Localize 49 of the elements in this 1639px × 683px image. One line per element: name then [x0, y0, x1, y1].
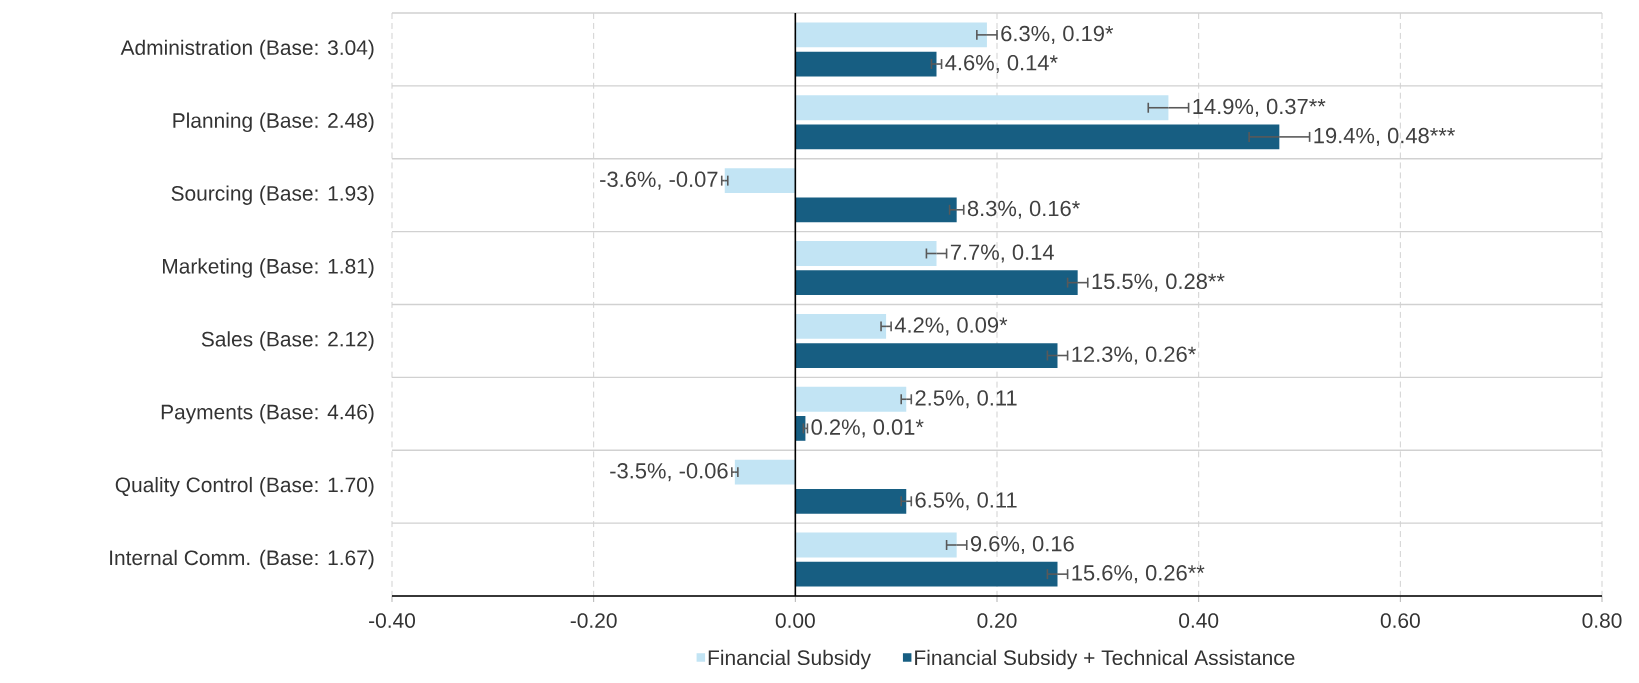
data-label: 2.5%, 0.11: [915, 390, 1017, 409]
bar: [795, 124, 1280, 150]
bar: [795, 95, 1169, 121]
y-tick-label: Quality Control (Base: 1.70): [115, 476, 374, 497]
data-label: 0.2%, 0.01*: [811, 419, 924, 438]
y-tick-label: Sales (Base: 2.12): [201, 331, 374, 351]
y-tick-label: Internal Comm. (Base: 1.67): [110, 549, 374, 570]
bar: [795, 532, 957, 558]
data-label: 4.6%, 0.14*: [945, 54, 1058, 74]
bar: [724, 168, 796, 194]
bar: [795, 241, 937, 266]
data-label: 15.6%, 0.26**: [1072, 565, 1205, 584]
x-tick-label: 0.80: [1582, 613, 1622, 628]
data-label: 15.5%, 0.28**: [1092, 273, 1225, 292]
bar: [795, 22, 987, 48]
bar: [795, 313, 887, 339]
data-label: 7.7%, 0.14: [950, 244, 1054, 263]
data-label: 6.3%, 0.19*: [1001, 25, 1114, 44]
x-tick-label: 0.40: [1179, 613, 1219, 628]
bar: [795, 51, 937, 77]
legend-label: Financial Subsidy + Technical Assistance: [915, 649, 1295, 670]
data-label: 8.3%, 0.16*: [967, 200, 1080, 219]
legend-label: Financial Subsidy: [708, 649, 871, 670]
data-label: 14.9%, 0.37**: [1193, 98, 1326, 117]
data-label: 12.3%, 0.26*: [1072, 346, 1196, 365]
y-tick-label: Marketing (Base: 1.81): [163, 258, 374, 278]
data-label: 4.2%, 0.09*: [894, 317, 1008, 336]
bar: [795, 197, 957, 223]
data-label: 9.6%, 0.16: [970, 535, 1074, 555]
data-label: 19.4%, 0.48***: [1314, 127, 1455, 146]
bar: [795, 561, 1058, 587]
y-tick-label: Sourcing (Base: 1.93): [171, 185, 374, 205]
data-label: -3.6%, -0.07: [600, 171, 718, 190]
bar: [795, 416, 806, 441]
x-tick-label: 0.20: [977, 613, 1017, 628]
x-tick-label: -0.20: [570, 613, 617, 628]
bar: [795, 343, 1058, 368]
x-tick-label: 0.00: [775, 613, 815, 628]
y-tick-label: Payments (Base: 4.46): [161, 404, 374, 424]
bar: [734, 459, 796, 485]
data-label: -3.5%, -0.06: [610, 463, 728, 482]
x-tick-label: -0.40: [369, 613, 416, 628]
bar: [795, 488, 907, 514]
bar: [795, 270, 1078, 296]
bar: [795, 386, 907, 412]
y-tick-label: Planning (Base: 2.48): [173, 112, 374, 133]
y-tick-label: Administration (Base: 3.04): [120, 39, 374, 60]
x-tick-label: 0.60: [1380, 613, 1420, 628]
data-label: 6.5%, 0.11: [915, 492, 1017, 511]
